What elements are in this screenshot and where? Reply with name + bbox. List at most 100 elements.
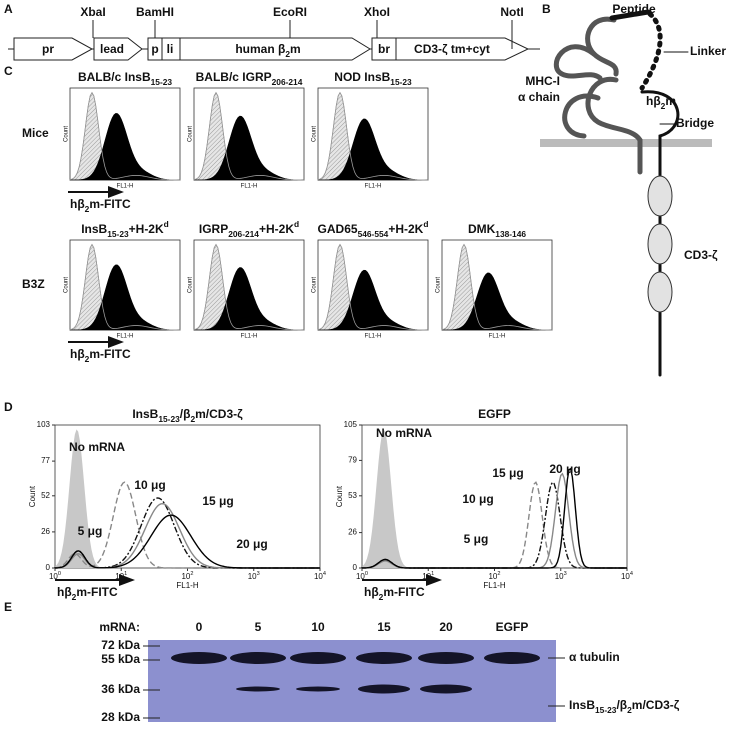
- x-tick-label-part: 1: [431, 571, 434, 577]
- tcr-schematic: [540, 9, 712, 377]
- panel-label: E: [4, 600, 12, 614]
- construct-element-part: human β: [235, 42, 285, 56]
- restriction-site: XhoI: [364, 5, 390, 19]
- construct-band: [236, 686, 280, 692]
- panel-label: C: [4, 64, 13, 78]
- no-mrna-histogram: [362, 429, 627, 568]
- band-label: InsB15-23/β2m/CD3-ζ: [569, 698, 680, 715]
- axis-arrow: [55, 574, 135, 586]
- x-tick-label-part: 0: [58, 571, 61, 577]
- y-tick-label: 79: [348, 456, 357, 465]
- size-marker: 55 kDa: [101, 652, 140, 666]
- label-linker: Linker: [690, 44, 726, 58]
- histogram-title-part: 15-23: [151, 77, 173, 87]
- axis-arrow-label-part: hβ: [70, 347, 85, 361]
- x-tick-label-part: 3: [564, 571, 567, 577]
- x-tick-label-part: 10: [488, 572, 497, 581]
- histogram-title: InsB15-23+H-2Kd: [81, 219, 169, 239]
- y-axis-label: Count: [436, 277, 442, 293]
- x-tick-label: 104: [621, 571, 633, 581]
- lane-label: 10: [311, 620, 325, 634]
- annotation: 20 μg: [236, 537, 267, 551]
- x-tick-label-part: 10: [555, 572, 564, 581]
- size-marker: 28 kDa: [101, 710, 140, 724]
- histogram-title-part: InsB: [81, 222, 107, 236]
- axis-arrow: [362, 574, 442, 586]
- x-tick-label-part: 1: [124, 571, 127, 577]
- control-outline: [317, 91, 429, 181]
- x-axis-label: FL1-H: [117, 184, 134, 190]
- axis-arrow-label-part: 2: [72, 592, 77, 602]
- label-b2m-part: hβ: [646, 94, 661, 108]
- x-tick-label-part: 4: [323, 571, 326, 577]
- tubulin-band: [290, 652, 346, 664]
- y-tick-label: 103: [37, 420, 51, 429]
- x-axis-label: FL1-H: [241, 334, 258, 340]
- band-label-part: m/CD3-ζ: [632, 698, 680, 712]
- plot-title-part: InsB: [132, 407, 158, 421]
- band-label-part: /β: [616, 698, 627, 712]
- histogram-title-part: 206-214: [228, 229, 259, 239]
- x-tick-label-part: 2: [190, 571, 193, 577]
- lane-label: 20: [439, 620, 453, 634]
- restriction-site: BamHI: [136, 5, 174, 19]
- histogram-title-part: +H-2K: [259, 222, 294, 236]
- histogram-title-part: 546-554: [358, 229, 389, 239]
- histogram-title-part: NOD InsB: [334, 70, 390, 84]
- construct-band: [358, 684, 410, 694]
- control-outline: [69, 91, 181, 181]
- histogram-title: IGRP206-214+H-2Kd: [199, 219, 299, 239]
- axis-arrow-label-part: hβ: [364, 585, 379, 599]
- construct-element: human β2m: [235, 42, 300, 59]
- construct-band: [420, 684, 472, 694]
- axis-arrow-label: hβ2m-FITC: [57, 585, 118, 602]
- y-tick-label: 52: [41, 491, 50, 500]
- plot-title-part: m/CD3-ζ: [195, 407, 243, 421]
- y-tick-label: 0: [46, 563, 51, 572]
- x-tick-label-part: 2: [497, 571, 500, 577]
- restriction-site: EcoRI: [273, 5, 307, 19]
- histogram-title-part: +H-2K: [129, 222, 164, 236]
- axis-arrow-label-part: 2: [85, 204, 90, 214]
- annotation: No mRNA: [69, 440, 125, 454]
- dose-histogram: [54, 514, 320, 569]
- x-tick-label-part: 10: [314, 572, 323, 581]
- y-axis-label: Count: [188, 277, 194, 293]
- control-outline: [193, 91, 305, 181]
- axis-arrow-label-part: m-FITC: [383, 585, 425, 599]
- histogram-title: BALB/c InsB15-23: [78, 70, 172, 87]
- x-tick-label: 102: [181, 571, 193, 581]
- x-axis-label: FL1-H: [176, 581, 198, 590]
- histogram-title-part: BALB/c IGRP: [196, 70, 272, 84]
- axis-arrow-label: hβ2m-FITC: [70, 197, 131, 214]
- plot-frame: [361, 424, 628, 569]
- band-label-part: 2: [627, 705, 632, 715]
- tubulin-band: [484, 652, 540, 664]
- tubulin-band: [356, 652, 412, 664]
- histogram-title: GAD65546-554+H-2Kd: [318, 219, 429, 239]
- dose-histogram: [361, 467, 627, 569]
- x-tick-label-part: 10: [621, 572, 630, 581]
- control-outline: [193, 243, 305, 331]
- x-tick-label-part: 10: [248, 572, 257, 581]
- plot-title-part: /β: [180, 407, 191, 421]
- control-outline: [317, 243, 429, 331]
- construct-band: [296, 686, 340, 692]
- mrna-label: mRNA:: [99, 620, 140, 634]
- y-tick-label: 77: [41, 456, 50, 465]
- y-tick-label: 26: [41, 527, 50, 536]
- annotation: 15 μg: [492, 466, 523, 480]
- histogram-title: NOD InsB15-23: [334, 70, 412, 87]
- construct-element: CD3-ζ tm+cyt: [414, 42, 490, 56]
- restriction-site: XbaI: [80, 5, 105, 19]
- axis-arrow-label: hβ2m-FITC: [364, 585, 425, 602]
- histogram-title: DMK138-146: [468, 222, 526, 239]
- histogram-title-part: 15-23: [107, 229, 129, 239]
- restriction-site: NotI: [500, 5, 523, 19]
- annotation: 10 μg: [134, 478, 165, 492]
- x-tick-label: 102: [488, 571, 500, 581]
- x-tick-label: 100: [49, 571, 61, 581]
- lane-label: 15: [377, 620, 391, 634]
- plot-title: InsB15-23/β2m/CD3-ζ: [132, 407, 243, 424]
- axis-arrow-label-part: m-FITC: [89, 347, 131, 361]
